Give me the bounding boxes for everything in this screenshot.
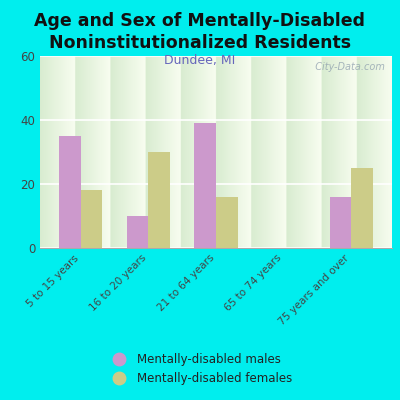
Bar — [351, 168, 373, 248]
Bar — [330, 197, 351, 248]
Bar — [81, 190, 102, 248]
Text: City-Data.com: City-Data.com — [309, 62, 385, 72]
Text: Age and Sex of Mentally-Disabled
Noninstitutionalized Residents: Age and Sex of Mentally-Disabled Noninst… — [34, 12, 366, 52]
Bar — [127, 216, 148, 248]
Bar — [59, 136, 81, 248]
Bar — [148, 152, 170, 248]
Text: Dundee, MI: Dundee, MI — [164, 54, 236, 67]
Bar — [216, 197, 238, 248]
Bar — [194, 123, 216, 248]
Legend: Mentally-disabled males, Mentally-disabled females: Mentally-disabled males, Mentally-disabl… — [103, 349, 297, 390]
